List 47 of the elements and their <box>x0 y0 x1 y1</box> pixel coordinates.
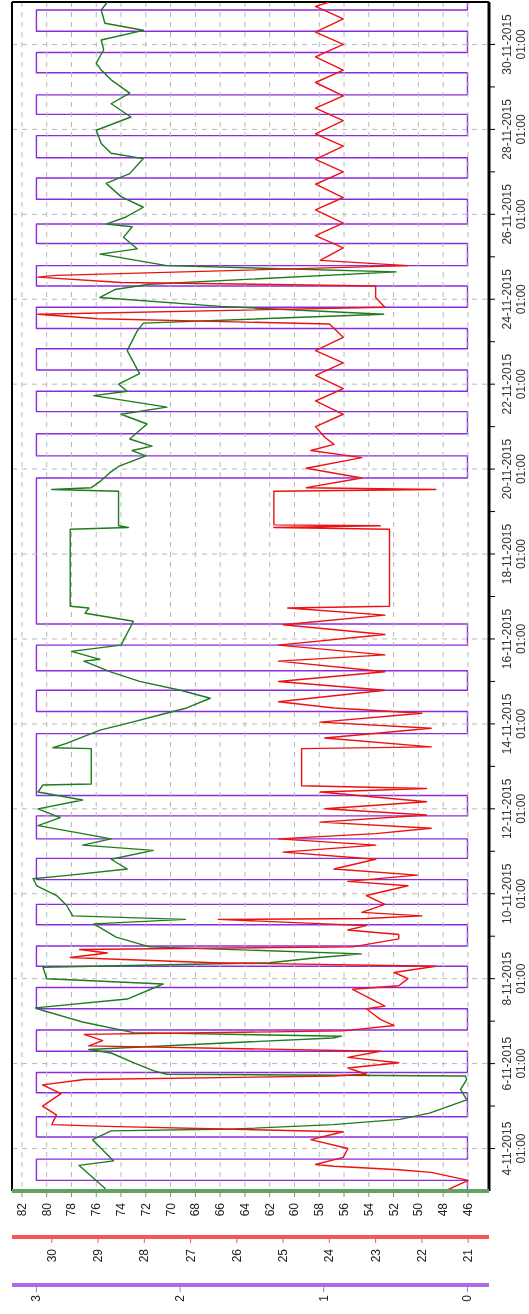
x-tick-label: 64 <box>237 1202 252 1217</box>
x2-tick-label: 26 <box>229 1248 244 1263</box>
y-tick-label: 26-11-2015 01:00 <box>500 183 528 245</box>
x-tick-label: 62 <box>262 1202 277 1217</box>
y-tick-label: 14-11-2015 01:00 <box>500 693 528 755</box>
x2-tick-label: 23 <box>368 1248 383 1263</box>
y-tick-label: 10-11-2015 01:00 <box>500 863 528 924</box>
x-tick-label: 76 <box>89 1202 104 1217</box>
y-tick-label: 4-11-2015 01:00 <box>500 1121 528 1176</box>
x-tick-label: 52 <box>386 1202 401 1217</box>
x-tick-label: 78 <box>64 1202 79 1217</box>
x2-tick-label: 22 <box>414 1248 429 1263</box>
x-tick-label: 1 <box>316 1294 331 1302</box>
x-tick-label: 50 <box>411 1202 426 1217</box>
x-tick-label: 82 <box>14 1202 29 1217</box>
x2-tick-label: 30 <box>44 1248 59 1263</box>
y-tick-label: 30-11-2015 01:00 <box>500 13 528 75</box>
x2-tick-label: 27 <box>183 1248 198 1263</box>
x-tick-label: 0 <box>460 1294 475 1302</box>
x-tick-label: 58 <box>312 1202 327 1217</box>
y-tick-label: 20-11-2015 01:00 <box>500 438 528 500</box>
x-tick-label: 56 <box>337 1202 352 1217</box>
x-tick-label: 70 <box>163 1202 178 1217</box>
y-tick-label: 22-11-2015 01:00 <box>500 353 528 415</box>
y-tick-label: 6-11-2015 01:00 <box>500 1036 528 1091</box>
x2-tick-label: 28 <box>137 1248 152 1263</box>
x-tick-label: 80 <box>39 1202 54 1217</box>
x-tick-label: 46 <box>460 1202 475 1217</box>
x2-tick-label: 25 <box>276 1248 291 1263</box>
x-tick-label: 54 <box>361 1202 376 1217</box>
x-tick-label: 60 <box>287 1202 302 1217</box>
y-tick-label: 28-11-2015 01:00 <box>500 98 528 160</box>
y-tick-label: 24-11-2015 01:00 <box>500 268 528 330</box>
x2-tick-label: 24 <box>322 1248 337 1263</box>
x2-tick-label: 21 <box>461 1248 476 1263</box>
y-tick-label: 8-11-2015 01:00 <box>500 951 528 1006</box>
x-tick-label: 68 <box>188 1202 203 1217</box>
x-tick-label: 74 <box>114 1202 129 1217</box>
y-tick-label: 18-11-2015 01:00 <box>500 523 528 585</box>
y-tick-label: 16-11-2015 01:00 <box>500 608 528 670</box>
x2-tick-label: 29 <box>91 1248 106 1263</box>
x-tick-label: 2 <box>173 1294 188 1302</box>
x-tick-label: 3 <box>29 1294 44 1302</box>
x-tick-label: 72 <box>138 1202 153 1217</box>
x-tick-label: 48 <box>436 1202 451 1217</box>
x-tick-label: 66 <box>213 1202 228 1217</box>
y-tick-label: 12-11-2015 01:00 <box>500 778 528 840</box>
